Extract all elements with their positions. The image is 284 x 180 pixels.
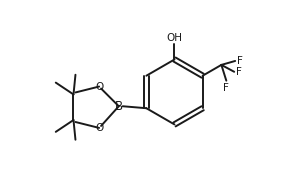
Text: F: F [236, 67, 242, 77]
Text: OH: OH [166, 33, 183, 43]
Text: F: F [237, 56, 243, 66]
Text: B: B [115, 100, 123, 113]
Text: F: F [224, 83, 229, 93]
Text: O: O [95, 123, 103, 133]
Text: O: O [95, 82, 103, 92]
